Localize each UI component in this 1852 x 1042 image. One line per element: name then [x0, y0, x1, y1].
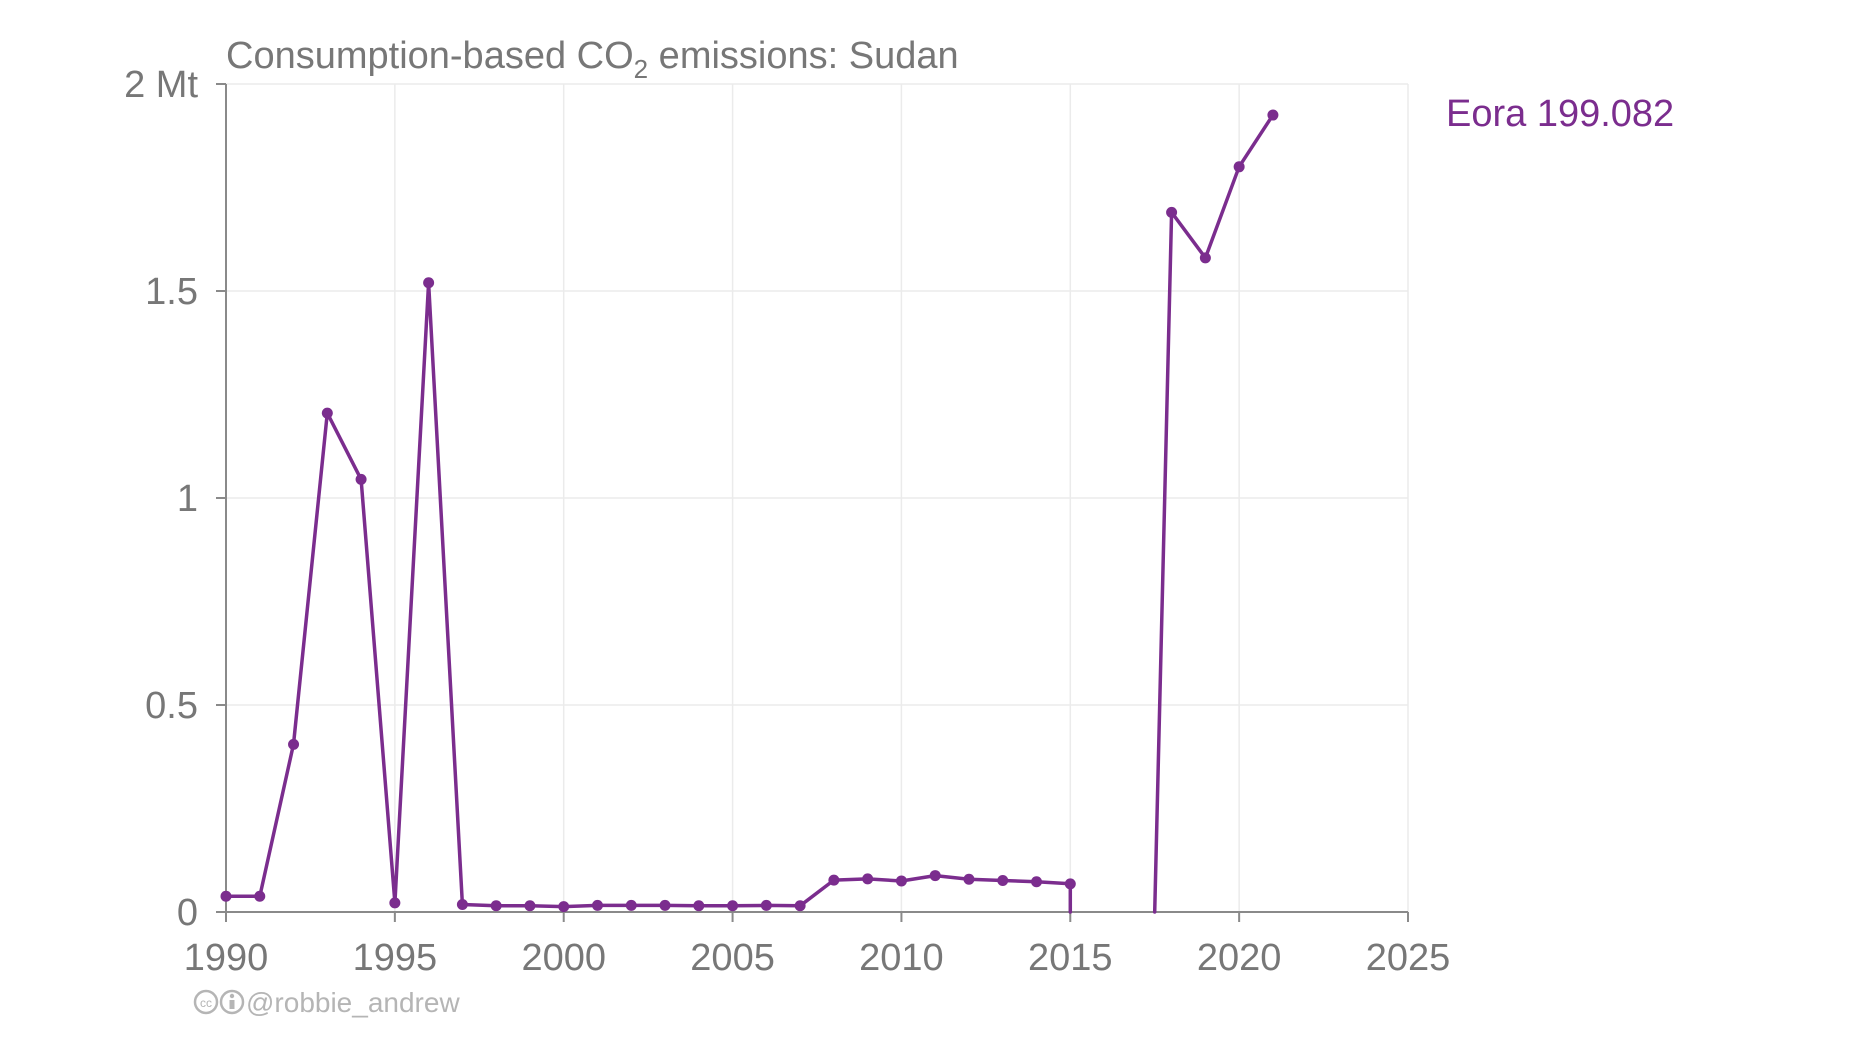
attribution-icon — [219, 989, 245, 1015]
chart-title: Consumption-based CO2 emissions: Sudan — [226, 35, 959, 84]
data-point — [558, 901, 570, 913]
credit: cc @robbie_andrew — [193, 987, 460, 1018]
labels: 1990 1995 2000 2005 2010 2015 2020 2025 0 0.5 1 1.5… — [124, 64, 1674, 979]
data-point — [1031, 876, 1043, 888]
data-point — [963, 873, 975, 885]
data-point — [423, 277, 435, 289]
y-tick-label: 1 — [177, 478, 198, 520]
x-tick-label: 2025 — [1366, 937, 1451, 979]
data-point — [659, 899, 671, 911]
x-tick-label: 2010 — [859, 937, 944, 979]
y-tick-label: 0.5 — [145, 685, 198, 727]
series — [220, 109, 1279, 914]
chart-title-subscript: 2 — [634, 54, 648, 84]
data-point — [760, 899, 772, 911]
credit-text: @robbie_andrew — [246, 987, 460, 1018]
data-point — [862, 873, 874, 885]
svg-text:cc: cc — [200, 996, 212, 1010]
data-point — [355, 473, 367, 485]
grid — [226, 83, 1409, 912]
data-point — [1064, 878, 1076, 890]
data-point — [524, 900, 536, 912]
data-point — [727, 900, 739, 912]
data-point — [828, 874, 840, 886]
data-point — [591, 899, 603, 911]
data-point — [254, 890, 266, 902]
series-line — [1152, 113, 1275, 914]
data-point — [1166, 206, 1178, 218]
x-tick-label: 2015 — [1028, 937, 1113, 979]
axes — [216, 83, 1409, 922]
data-point — [321, 407, 333, 419]
data-point — [794, 900, 806, 912]
x-tick-label: 1990 — [184, 937, 269, 979]
chart-title-suffix: emissions: Sudan — [648, 35, 959, 77]
data-point — [929, 870, 941, 882]
data-point — [1199, 252, 1211, 264]
creative-commons-icon: cc — [193, 989, 219, 1015]
data-point — [997, 875, 1009, 887]
data-point — [895, 875, 907, 887]
data-point — [1267, 109, 1279, 121]
chart-title-prefix: Consumption-based CO — [226, 35, 634, 77]
data-point — [490, 900, 502, 912]
data-point — [625, 899, 637, 911]
y-tick-label: 1.5 — [145, 271, 198, 313]
x-tick-label: 1995 — [353, 937, 438, 979]
data-point — [389, 897, 401, 909]
x-tick-label: 2000 — [521, 937, 606, 979]
data-point — [288, 738, 300, 750]
data-point — [693, 900, 705, 912]
series-line — [224, 280, 1073, 914]
series-label: Eora 199.082 — [1446, 93, 1674, 135]
data-point — [1233, 161, 1245, 173]
y-tick-label: 2 Mt — [124, 64, 198, 106]
data-point — [220, 890, 232, 902]
x-tick-label: 2005 — [690, 937, 775, 979]
y-tick-label: 0 — [177, 892, 198, 934]
x-tick-label: 2020 — [1197, 937, 1282, 979]
data-point — [456, 899, 468, 911]
